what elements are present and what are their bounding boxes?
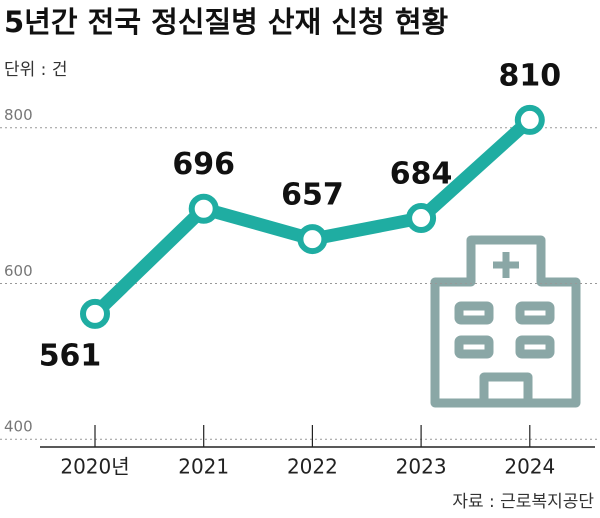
x-tick-label: 2024 xyxy=(504,455,555,479)
hospital-icon xyxy=(430,235,581,408)
point xyxy=(80,298,110,329)
x-tick-label: 2021 xyxy=(178,455,229,479)
value-label: 696 xyxy=(172,147,235,182)
y-tick-label: 600 xyxy=(4,262,33,280)
chart-title: 5년간 전국 정신질병 산재 신청 현황 xyxy=(4,5,448,39)
x-tick-label: 2020년 xyxy=(60,455,129,479)
y-tick-label: 400 xyxy=(4,418,33,436)
y-tick-label: 800 xyxy=(4,106,33,124)
point xyxy=(514,104,545,135)
value-label: 561 xyxy=(39,338,102,373)
source-label: 자료 : 근로복지공단 xyxy=(452,492,594,512)
value-label: 810 xyxy=(498,58,561,93)
unit-label: 단위 : 건 xyxy=(4,60,67,80)
point xyxy=(188,193,219,224)
point xyxy=(406,203,437,234)
point xyxy=(297,224,328,255)
value-label: 657 xyxy=(281,178,344,213)
x-tick-label: 2023 xyxy=(396,455,447,479)
value-label: 684 xyxy=(390,157,453,192)
x-tick-label: 2022 xyxy=(287,455,338,479)
